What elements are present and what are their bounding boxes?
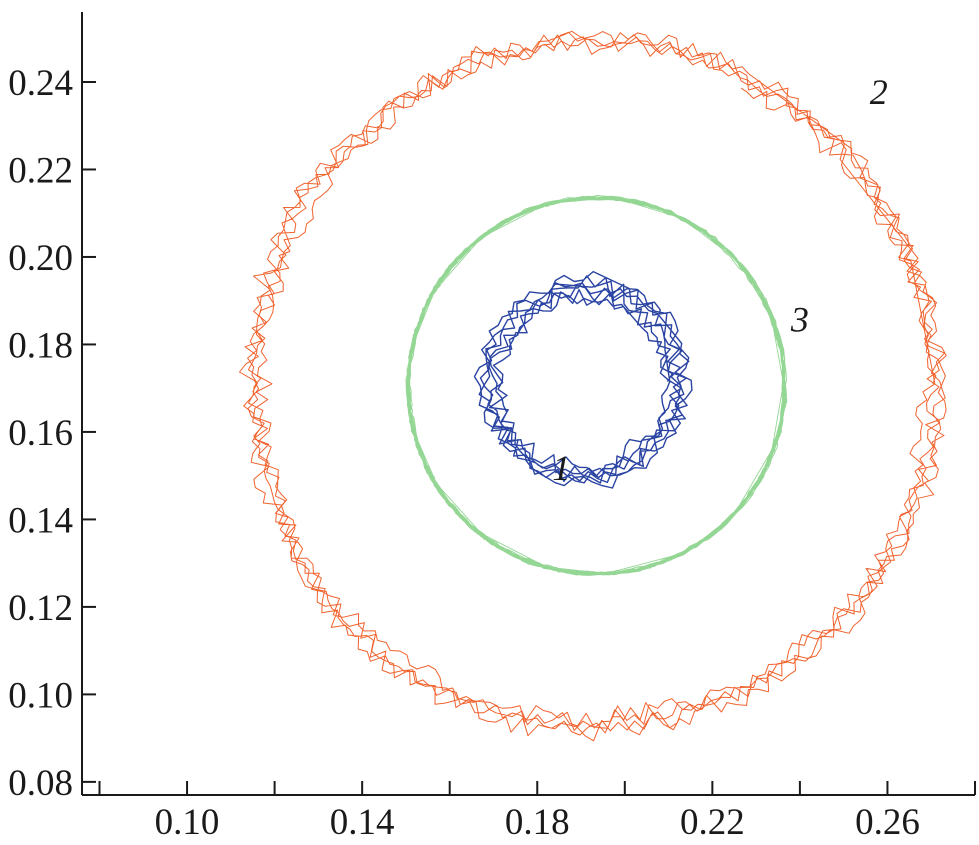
trajectory-2 [239, 30, 947, 742]
y-tick-label: 0.10 [8, 675, 73, 716]
curve-label-1: 1 [552, 448, 570, 488]
y-tick-label: 0.12 [8, 588, 73, 629]
x-tick-label: 0.18 [505, 802, 570, 843]
x-tick-label: 0.22 [680, 802, 745, 843]
trajectory-1 [473, 270, 693, 489]
x-tick-label: 0.26 [855, 802, 920, 843]
x-tick-label: 0.14 [330, 802, 395, 843]
y-ticks: 0.08 0.10 0.12 0.14 0.16 0.18 0.20 0.22 0.24 [8, 63, 96, 804]
y-tick-label: 0.08 [8, 763, 73, 804]
y-tick-label: 0.18 [8, 325, 73, 366]
y-tick-label: 0.20 [8, 238, 73, 279]
x-tick-label: 0.10 [155, 802, 220, 843]
y-tick-label: 0.16 [8, 413, 73, 454]
y-tick-label: 0.14 [8, 500, 73, 541]
trajectory-curves [239, 30, 947, 742]
curve-label-2: 2 [870, 72, 888, 112]
y-tick-label: 0.24 [8, 63, 73, 104]
y-tick-label: 0.22 [8, 150, 73, 191]
curve-label-3: 3 [790, 299, 809, 339]
curve-labels: 1 2 3 [552, 72, 887, 488]
x-ticks: 0.10 0.14 0.18 0.22 0.26 [98, 781, 976, 843]
trajectory-3 [405, 194, 788, 576]
